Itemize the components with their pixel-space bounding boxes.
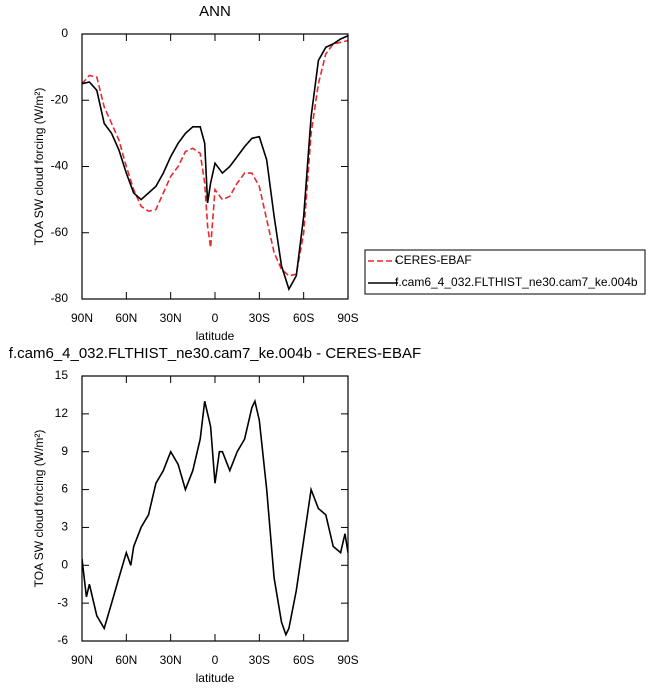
x-tick-label: 60S: [293, 311, 314, 325]
y-tick-label: 12: [55, 406, 69, 420]
y-tick-label: 9: [61, 444, 68, 458]
x-tick-label: 60N: [115, 653, 137, 667]
x-axis-label: latitude: [196, 671, 235, 685]
data-line: [82, 39, 348, 277]
chart-title: f.cam6_4_032.FLTHIST_ne30.cam7_ke.004b -…: [9, 345, 421, 362]
y-tick-label: -60: [51, 225, 69, 239]
y-tick-label: -6: [57, 633, 68, 647]
x-tick-label: 0: [212, 311, 219, 325]
x-axis-label: latitude: [196, 329, 235, 343]
y-tick-label: -20: [51, 92, 69, 106]
x-tick-label: 90N: [71, 653, 93, 667]
x-tick-label: 60N: [115, 311, 137, 325]
legend-label: f.cam6_4_032.FLTHIST_ne30.cam7_ke.004b: [395, 275, 638, 289]
x-tick-label: 30S: [249, 311, 270, 325]
legend-label: CERES-EBAF: [395, 253, 472, 267]
y-tick-label: -40: [51, 159, 69, 173]
x-tick-label: 90S: [337, 653, 358, 667]
x-tick-label: 90N: [71, 311, 93, 325]
y-tick-label: -80: [51, 291, 69, 305]
y-tick-label: 0: [61, 26, 68, 40]
x-tick-label: 30N: [160, 653, 182, 667]
y-tick-label: 15: [55, 368, 69, 382]
x-tick-label: 0: [212, 653, 219, 667]
x-tick-label: 30S: [249, 653, 270, 667]
y-tick-label: 3: [61, 520, 68, 534]
y-axis-label: TOA SW cloud forcing (W/m²): [32, 88, 46, 246]
y-tick-label: -3: [57, 595, 68, 609]
plot-frame: [81, 375, 349, 642]
y-tick-label: 0: [61, 557, 68, 571]
data-line: [82, 34, 348, 292]
plot-frame: [81, 33, 349, 300]
data-line: [82, 398, 348, 637]
x-tick-label: 30N: [160, 311, 182, 325]
legend-box: [364, 249, 646, 295]
x-tick-label: 90S: [337, 311, 358, 325]
chart-title: ANN: [199, 3, 231, 20]
y-tick-label: 6: [61, 482, 68, 496]
x-tick-label: 60S: [293, 653, 314, 667]
y-axis-label: TOA SW cloud forcing (W/m²): [32, 430, 46, 588]
